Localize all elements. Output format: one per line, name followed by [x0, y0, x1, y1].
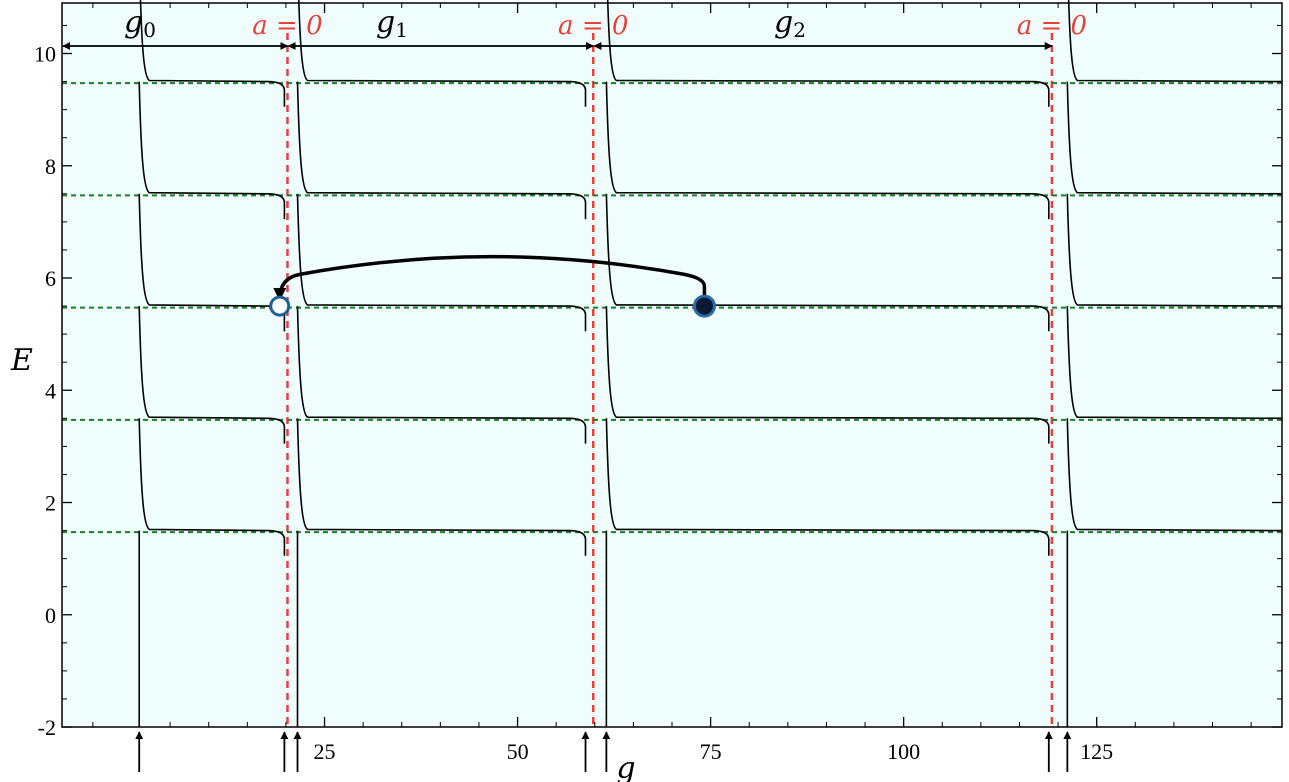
y-axis-title: E: [10, 343, 33, 378]
eigen-curve-2-4: [606, 0, 1050, 107]
eigen-curve-3-0: [1066, 418, 1283, 532]
eigen-curve-3-3: [1066, 81, 1283, 195]
gap-label-0: g0: [124, 5, 156, 42]
eigen-curve-1-0: [296, 418, 587, 556]
gap-label-2: g2: [774, 5, 806, 42]
filled-state-marker: [692, 294, 716, 318]
plot-background: [62, 3, 1282, 727]
gap-label-base: g: [124, 5, 143, 40]
eigen-curve-1-3: [296, 81, 587, 220]
y-tick-label-4: 6: [45, 266, 56, 291]
y-tick-label-0: -2: [38, 715, 56, 740]
eigen-curve-1-4: [297, 0, 587, 107]
eigen-curve-2-1: [605, 306, 1050, 444]
eigen-curve-2-0: [605, 418, 1050, 556]
x-tick-label-2: 75: [700, 739, 722, 764]
eigen-curve-3-4: [1067, 0, 1283, 83]
gap-label-sub: 1: [395, 18, 408, 42]
y-tick-label-6: 10: [34, 42, 56, 67]
critical-line-label-0: a = 0: [252, 11, 322, 41]
critical-line-label-2: a = 0: [1017, 11, 1087, 41]
eigen-curve-3-2: [1066, 193, 1283, 307]
critical-line-label-1: a = 0: [558, 11, 628, 41]
eigen-curve-0-1: [138, 306, 286, 444]
eigen-curve-0-4: [139, 0, 286, 107]
gap-label-sub: 0: [143, 18, 156, 42]
eigen-curve-0-0: [138, 418, 286, 556]
gap-label-base: g: [774, 5, 793, 40]
x-tick-label-3: 100: [887, 739, 920, 764]
gap-label-1: g1: [376, 5, 408, 42]
x-axis-title: g: [616, 751, 635, 782]
eigen-curve-1-1: [296, 306, 587, 444]
eigen-curve-3-1: [1066, 306, 1283, 420]
x-tick-label-4: 125: [1080, 739, 1113, 764]
jump-arrow: [273, 254, 707, 301]
eigen-curve-2-3: [605, 81, 1050, 220]
gap-label-sub: 2: [793, 18, 806, 42]
open-state-marker: [269, 295, 291, 317]
x-tick-label-1: 50: [507, 739, 529, 764]
x-tick-label-0: 25: [314, 739, 336, 764]
eigen-curve-1-2: [296, 193, 587, 332]
y-tick-label-5: 8: [45, 154, 56, 179]
gap-label-base: g: [376, 5, 395, 40]
eigen-curve-2-2: [605, 193, 1050, 332]
y-tick-label-1: 0: [45, 603, 56, 628]
eigen-curve-0-3: [138, 81, 286, 220]
y-tick-label-2: 2: [45, 491, 56, 516]
y-tick-label-3: 4: [45, 378, 56, 403]
